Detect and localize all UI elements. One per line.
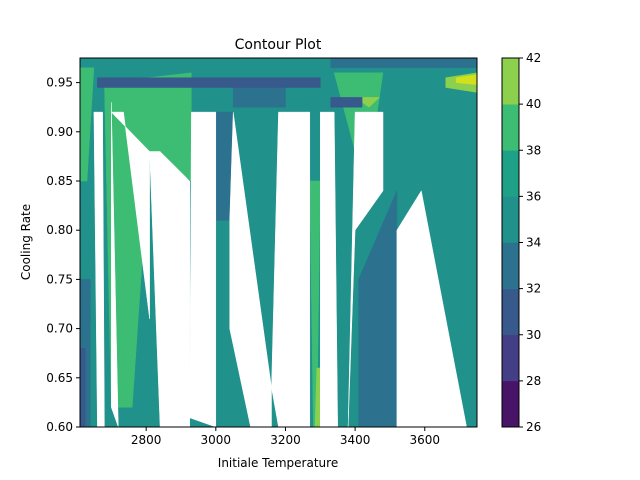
colorbar-segment bbox=[502, 58, 519, 105]
colorbar-tick-label: 36 bbox=[526, 189, 541, 203]
chart-title: Contour Plot bbox=[235, 37, 322, 53]
y-tick-label: 0.75 bbox=[46, 272, 73, 286]
contour-region-2 bbox=[232, 87, 286, 108]
y-axis-label: Cooling Rate bbox=[19, 204, 33, 280]
colorbar-segment bbox=[502, 104, 519, 151]
colorbar-tick-label: 42 bbox=[526, 51, 541, 65]
y-tick-label: 0.70 bbox=[46, 322, 73, 336]
x-tick-label: 3400 bbox=[340, 433, 371, 447]
colorbar: 26 28 30 32 34 36 38 40 42 bbox=[501, 51, 541, 434]
contour-gap-18 bbox=[111, 102, 119, 428]
colorbar-tick-label: 40 bbox=[526, 97, 541, 111]
y-tick-label: 0.85 bbox=[46, 174, 73, 188]
contour-regions bbox=[79, 57, 478, 428]
colorbar-segment bbox=[502, 150, 519, 197]
y-tick-label: 0.60 bbox=[46, 420, 73, 434]
x-tick-label: 3200 bbox=[270, 433, 301, 447]
colorbar-tick-label: 38 bbox=[526, 143, 541, 157]
contour-region-16 bbox=[79, 348, 86, 428]
colorbar-segment bbox=[502, 242, 519, 289]
y-tick-label: 0.65 bbox=[46, 371, 73, 385]
colorbar-tick-label: 28 bbox=[526, 374, 541, 388]
x-axis-label: Initiale Temperature bbox=[218, 456, 338, 470]
y-tick-label: 0.90 bbox=[46, 125, 73, 139]
contour-gap-26 bbox=[347, 111, 384, 428]
x-axis-ticks: 2800 3000 3200 3400 3600 bbox=[131, 427, 440, 447]
colorbar-tick-label: 30 bbox=[526, 328, 541, 342]
y-tick-label: 0.80 bbox=[46, 223, 73, 237]
contour-region-14 bbox=[97, 77, 321, 88]
colorbar-segment bbox=[502, 380, 519, 428]
x-tick-label: 3000 bbox=[201, 433, 232, 447]
colorbar-segment bbox=[502, 334, 519, 382]
y-tick-label: 0.95 bbox=[46, 76, 73, 90]
contour-region-15 bbox=[330, 97, 363, 108]
colorbar-segment bbox=[502, 196, 519, 243]
x-tick-label: 3600 bbox=[409, 433, 440, 447]
contour-gap-22 bbox=[187, 111, 217, 428]
colorbar-tick-label: 32 bbox=[526, 282, 541, 296]
colorbar-tick-label: 34 bbox=[526, 236, 541, 250]
contour-region-1 bbox=[330, 57, 478, 69]
axes-frame bbox=[79, 57, 478, 428]
x-tick-label: 2800 bbox=[131, 433, 162, 447]
colorbar-segment bbox=[502, 288, 519, 336]
colorbar-tick-label: 26 bbox=[526, 420, 541, 434]
y-axis-ticks: 0.60 0.65 0.70 0.75 0.80 0.85 0.90 0.95 bbox=[46, 76, 80, 434]
contour-gap-24 bbox=[271, 111, 311, 428]
